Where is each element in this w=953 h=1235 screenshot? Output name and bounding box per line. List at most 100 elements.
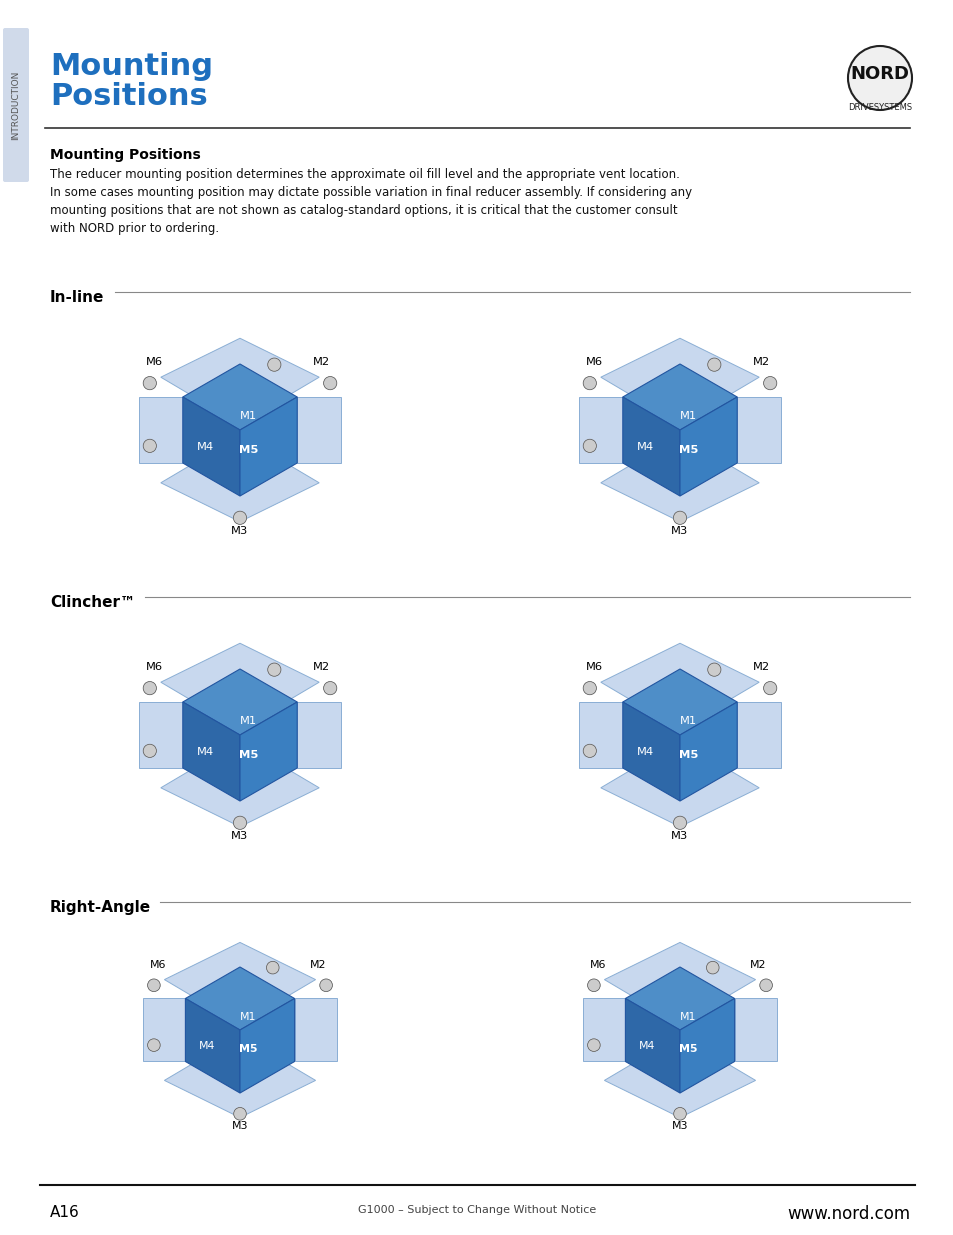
Circle shape	[582, 745, 596, 757]
Polygon shape	[737, 701, 781, 768]
Polygon shape	[578, 396, 622, 463]
Text: M1: M1	[240, 411, 257, 421]
Circle shape	[148, 979, 160, 992]
Text: In-line: In-line	[50, 290, 104, 305]
Circle shape	[762, 377, 776, 390]
Polygon shape	[622, 364, 737, 430]
Polygon shape	[240, 701, 297, 802]
Text: M6: M6	[589, 960, 606, 969]
Polygon shape	[604, 942, 755, 1024]
Polygon shape	[600, 741, 759, 826]
Circle shape	[759, 979, 772, 992]
Polygon shape	[161, 338, 319, 424]
Text: M3: M3	[232, 831, 249, 841]
Text: M5: M5	[679, 445, 698, 454]
Polygon shape	[185, 999, 240, 1093]
Text: M4: M4	[637, 441, 654, 452]
Text: M2: M2	[309, 960, 326, 969]
Circle shape	[582, 682, 596, 695]
Circle shape	[143, 745, 156, 757]
Polygon shape	[183, 701, 240, 802]
Polygon shape	[297, 396, 341, 463]
Text: M3: M3	[232, 1121, 248, 1131]
Circle shape	[323, 682, 336, 695]
Polygon shape	[625, 967, 734, 1030]
Text: M3: M3	[671, 831, 688, 841]
Polygon shape	[240, 999, 294, 1093]
Text: DRIVESYSTEMS: DRIVESYSTEMS	[847, 103, 911, 112]
Text: M5: M5	[238, 445, 258, 454]
Circle shape	[762, 682, 776, 695]
Circle shape	[587, 1039, 599, 1051]
Circle shape	[233, 511, 246, 525]
Text: M6: M6	[146, 357, 163, 367]
Text: M2: M2	[752, 357, 769, 367]
Circle shape	[582, 440, 596, 452]
Text: M2: M2	[313, 662, 330, 672]
Text: M4: M4	[637, 746, 654, 757]
Text: The reducer mounting position determines the approximate oil fill level and the : The reducer mounting position determines…	[50, 168, 691, 235]
Circle shape	[143, 682, 156, 695]
Text: M5: M5	[238, 1044, 257, 1053]
Text: M1: M1	[679, 1011, 696, 1021]
Circle shape	[673, 1108, 685, 1120]
FancyBboxPatch shape	[3, 28, 29, 182]
Polygon shape	[183, 669, 297, 735]
Polygon shape	[294, 999, 336, 1062]
Polygon shape	[138, 701, 183, 768]
Circle shape	[323, 377, 336, 390]
Polygon shape	[185, 967, 294, 1030]
Circle shape	[148, 1039, 160, 1051]
Polygon shape	[578, 701, 622, 768]
Text: M5: M5	[679, 1044, 697, 1053]
Text: NORD: NORD	[850, 65, 908, 83]
Circle shape	[706, 961, 719, 974]
Text: Mounting: Mounting	[50, 52, 213, 82]
Text: INTRODUCTION: INTRODUCTION	[11, 70, 20, 140]
Polygon shape	[679, 396, 737, 496]
Polygon shape	[161, 436, 319, 521]
Polygon shape	[161, 741, 319, 826]
Text: M3: M3	[671, 526, 688, 536]
Text: Mounting Positions: Mounting Positions	[50, 148, 200, 162]
Polygon shape	[625, 999, 679, 1093]
Circle shape	[233, 1108, 246, 1120]
Polygon shape	[622, 669, 737, 735]
Polygon shape	[600, 338, 759, 424]
Polygon shape	[143, 999, 185, 1062]
Text: M6: M6	[585, 357, 602, 367]
Circle shape	[707, 358, 720, 372]
Circle shape	[268, 663, 280, 677]
Polygon shape	[164, 942, 315, 1024]
Polygon shape	[679, 701, 737, 802]
Polygon shape	[138, 396, 183, 463]
Circle shape	[707, 663, 720, 677]
Text: M1: M1	[679, 411, 697, 421]
Text: www.nord.com: www.nord.com	[786, 1205, 909, 1223]
Polygon shape	[240, 396, 297, 496]
Text: M3: M3	[671, 1121, 687, 1131]
Text: M1: M1	[240, 1011, 256, 1021]
Text: M4: M4	[199, 1041, 215, 1051]
Text: Positions: Positions	[50, 82, 208, 111]
Circle shape	[268, 358, 280, 372]
Polygon shape	[622, 396, 679, 496]
Text: M4: M4	[639, 1041, 655, 1051]
Circle shape	[233, 816, 246, 830]
Circle shape	[143, 377, 156, 390]
Text: M4: M4	[197, 441, 214, 452]
Polygon shape	[737, 396, 781, 463]
Polygon shape	[161, 643, 319, 729]
Text: Clincher™: Clincher™	[50, 595, 135, 610]
Text: M4: M4	[197, 746, 214, 757]
Polygon shape	[600, 436, 759, 521]
Polygon shape	[679, 999, 734, 1093]
Circle shape	[673, 816, 686, 830]
Circle shape	[143, 440, 156, 452]
Circle shape	[587, 979, 599, 992]
Circle shape	[673, 511, 686, 525]
Circle shape	[582, 377, 596, 390]
Polygon shape	[734, 999, 776, 1062]
Text: G1000 – Subject to Change Without Notice: G1000 – Subject to Change Without Notice	[357, 1205, 596, 1215]
Text: M1: M1	[679, 716, 697, 726]
